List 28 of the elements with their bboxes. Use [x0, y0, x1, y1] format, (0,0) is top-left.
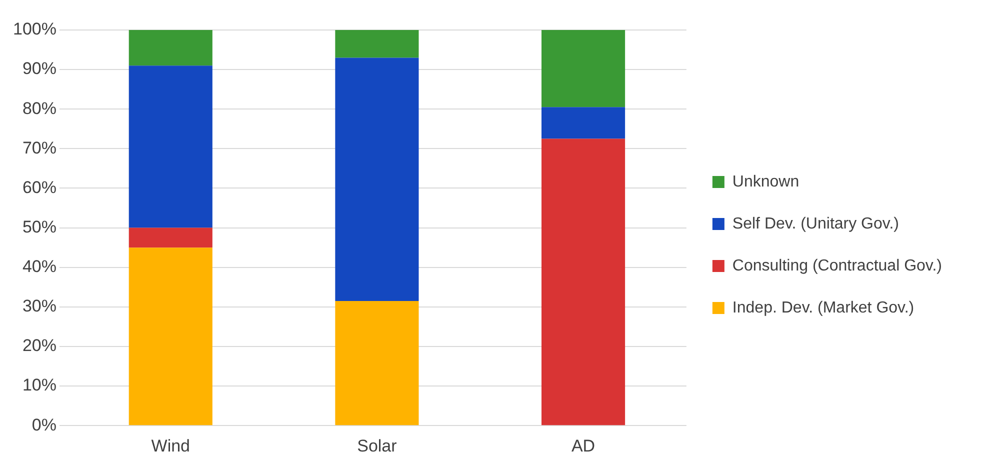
y-tick-label: 60% — [22, 178, 56, 197]
bar — [541, 107, 626, 139]
legend-label: Self Dev. (Unitary Gov.) — [732, 215, 899, 232]
y-tick-label: 90% — [22, 59, 56, 78]
y-tick-label: 70% — [22, 138, 56, 158]
y-tick-label: 80% — [22, 98, 56, 118]
x-tick-label: Wind — [151, 436, 190, 456]
x-tick-label: Solar — [357, 436, 398, 456]
bar — [128, 228, 212, 248]
y-tick-label: 100% — [12, 20, 56, 39]
bar — [128, 66, 212, 228]
y-tick-label: 10% — [22, 376, 56, 395]
bar — [335, 300, 419, 426]
bar — [541, 138, 626, 426]
bar — [335, 30, 419, 58]
y-tick-label: 20% — [22, 336, 56, 356]
bar — [128, 30, 212, 66]
y-tick-label: 0% — [32, 415, 56, 434]
legend-label: Unknown — [732, 173, 800, 190]
y-tick-label: 30% — [22, 296, 56, 316]
y-tick-label: 40% — [22, 257, 56, 276]
x-tick-label: AD — [571, 436, 596, 456]
legend-label: Indep. Dev. (Market Gov.) — [732, 299, 914, 316]
bar — [128, 248, 212, 426]
bar — [541, 30, 626, 108]
bar — [335, 58, 419, 301]
y-tick-label: 50% — [22, 217, 56, 236]
legend-label: Consulting (Contractual Gov.) — [732, 257, 942, 274]
